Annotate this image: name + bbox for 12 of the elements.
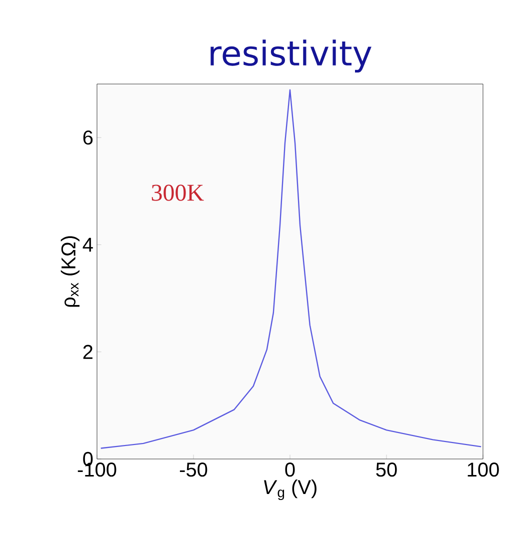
x-tick-label: 100	[468, 462, 499, 477]
y-axis-title: ρ$_{xx}$ (KΩ)	[60, 236, 80, 307]
chart-title: resistivity	[210, 40, 372, 72]
x-tick-label: 0	[285, 462, 295, 477]
x-axis-title: V$_{g}$ (V)	[264, 480, 316, 500]
y-tick-label: 2	[83, 344, 92, 359]
y-tick-label: 6	[83, 130, 93, 145]
x-tick-label: 50	[376, 462, 397, 477]
x-tick-label: -50	[180, 462, 208, 477]
annotation: 300K	[152, 184, 204, 201]
y-tick-label: 4	[82, 238, 93, 252]
line-series	[100, 89, 482, 449]
